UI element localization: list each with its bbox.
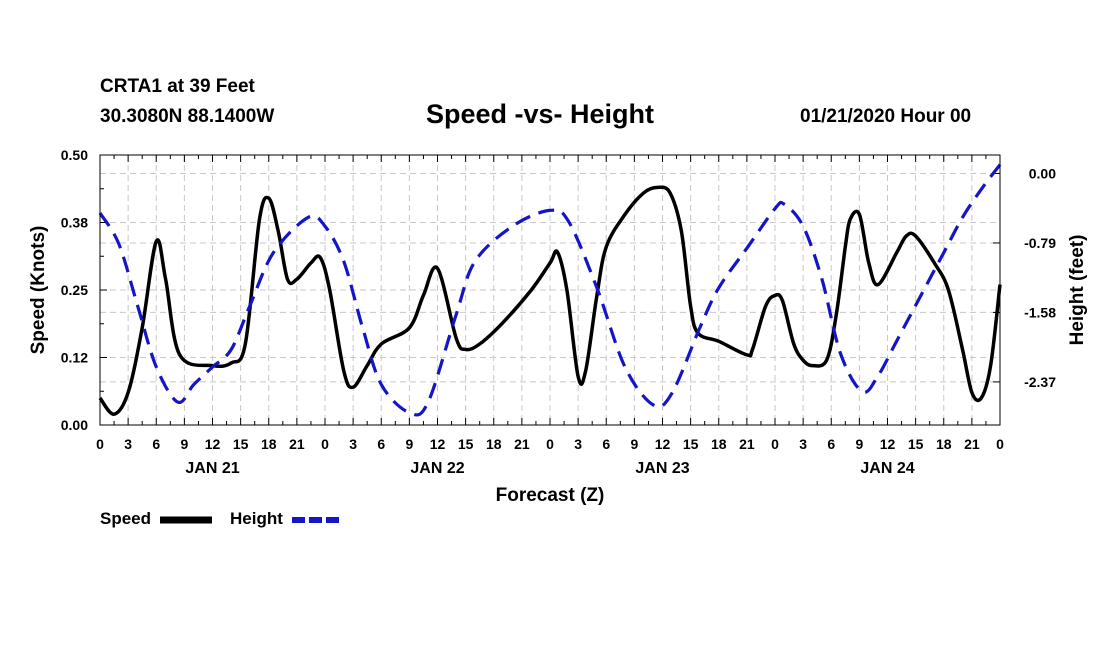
date-label: JAN 22 <box>410 460 464 477</box>
x-tick-label: 0 <box>96 436 104 452</box>
left-tick-label: 0.12 <box>61 350 88 366</box>
x-tick-label: 9 <box>405 436 413 452</box>
x-tick-label: 0 <box>771 436 779 452</box>
grid <box>100 155 1000 425</box>
series-line-height <box>98 163 1002 417</box>
x-tick-label: 6 <box>152 436 160 452</box>
series-line-speed <box>98 185 1002 416</box>
x-tick-label: 9 <box>855 436 863 452</box>
legend-label-height: Height <box>230 509 283 528</box>
x-tick-label: 18 <box>261 436 277 452</box>
axis-labels: 0 3 6 9 12 15 18 21 0 3 6 9 12 15 18 21 0 3 6 9 12 15 18 21 0 3 6 9… <box>28 147 1088 506</box>
x-tick-label: 15 <box>683 436 699 452</box>
x-tick-label: 6 <box>602 436 610 452</box>
x-tick-label: 0 <box>321 436 329 452</box>
x-tick-label: 12 <box>205 436 221 452</box>
x-tick-label: 6 <box>827 436 835 452</box>
plot-frame <box>99 154 1001 426</box>
x-tick-label: 15 <box>908 436 924 452</box>
x-tick-label: 21 <box>289 436 305 452</box>
x-tick-label: 3 <box>349 436 357 452</box>
left-tick-label: 0.50 <box>61 147 88 163</box>
date-label: JAN 24 <box>860 460 914 477</box>
forecast-run-time: 01/21/2020 Hour 00 <box>800 106 972 127</box>
station-label: CRTA1 at 39 Feet <box>100 76 255 97</box>
x-tick-label: 21 <box>514 436 530 452</box>
x-tick-label: 12 <box>430 436 446 452</box>
y-axis-title-left: Speed (Knots) <box>28 226 49 355</box>
x-tick-label: 18 <box>936 436 952 452</box>
date-label: JAN 23 <box>635 460 689 477</box>
right-tick-label: -0.79 <box>1024 235 1056 251</box>
x-tick-label: 18 <box>711 436 727 452</box>
left-tick-label: 0.25 <box>61 282 88 298</box>
x-tick-label: 15 <box>458 436 474 452</box>
legend-label-speed: Speed <box>100 509 152 528</box>
x-tick-label: 9 <box>630 436 638 452</box>
series <box>98 163 1002 417</box>
y-axis-title-right: Height (feet) <box>1067 235 1088 346</box>
x-tick-label: 12 <box>655 436 671 452</box>
station-coordinates: 30.3080N 88.1400W <box>100 106 275 127</box>
x-tick-label: 21 <box>964 436 980 452</box>
chart-title: Speed -vs- Height <box>426 99 655 129</box>
x-tick-label: 3 <box>124 436 132 452</box>
axis-ticks <box>99 154 1001 426</box>
x-tick-label: 3 <box>574 436 582 452</box>
left-tick-label: 0.00 <box>61 417 88 433</box>
x-tick-label: 0 <box>996 436 1004 452</box>
x-axis-title: Forecast (Z) <box>496 485 605 506</box>
x-tick-label: 21 <box>739 436 755 452</box>
x-tick-label: 6 <box>377 436 385 452</box>
right-tick-label: -1.58 <box>1024 304 1056 320</box>
right-tick-label: -2.37 <box>1024 374 1056 390</box>
left-tick-label: 0.38 <box>61 215 88 231</box>
x-tick-label: 0 <box>546 436 554 452</box>
right-tick-label: 0.00 <box>1029 165 1056 181</box>
x-tick-label: 15 <box>233 436 249 452</box>
x-tick-label: 12 <box>880 436 896 452</box>
x-tick-label: 9 <box>180 436 188 452</box>
x-tick-label: 18 <box>486 436 502 452</box>
date-label: JAN 21 <box>185 460 239 477</box>
x-tick-label: 3 <box>799 436 807 452</box>
